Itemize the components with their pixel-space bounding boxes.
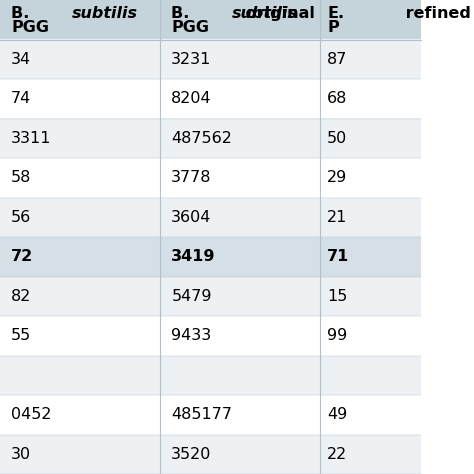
Text: 3604: 3604	[171, 210, 211, 225]
FancyBboxPatch shape	[160, 237, 320, 276]
FancyBboxPatch shape	[0, 316, 160, 356]
Text: 99: 99	[327, 328, 347, 343]
Text: 3520: 3520	[171, 447, 211, 462]
Text: 3419: 3419	[171, 249, 216, 264]
Text: B.: B.	[11, 6, 35, 21]
FancyBboxPatch shape	[0, 158, 160, 198]
FancyBboxPatch shape	[160, 395, 320, 435]
FancyBboxPatch shape	[320, 276, 421, 316]
FancyBboxPatch shape	[320, 158, 421, 198]
FancyBboxPatch shape	[160, 356, 320, 395]
FancyBboxPatch shape	[320, 395, 421, 435]
Text: 22: 22	[327, 447, 347, 462]
Text: PGG: PGG	[11, 20, 49, 35]
FancyBboxPatch shape	[160, 435, 320, 474]
Text: 71: 71	[327, 249, 349, 264]
Text: 485177: 485177	[171, 407, 232, 422]
Text: 21: 21	[327, 210, 347, 225]
Text: 30: 30	[11, 447, 31, 462]
FancyBboxPatch shape	[320, 0, 421, 39]
FancyBboxPatch shape	[320, 316, 421, 356]
Text: 49: 49	[327, 407, 347, 422]
FancyBboxPatch shape	[0, 435, 160, 474]
FancyBboxPatch shape	[160, 39, 320, 79]
Text: 0452: 0452	[11, 407, 52, 422]
Text: E.: E.	[327, 6, 344, 21]
Text: 56: 56	[11, 210, 31, 225]
FancyBboxPatch shape	[320, 79, 421, 118]
FancyBboxPatch shape	[160, 276, 320, 316]
Text: original: original	[240, 6, 315, 21]
Text: 82: 82	[11, 289, 32, 304]
FancyBboxPatch shape	[0, 39, 160, 79]
Text: 3231: 3231	[171, 52, 211, 67]
Text: 58: 58	[11, 170, 32, 185]
FancyBboxPatch shape	[0, 0, 160, 39]
FancyBboxPatch shape	[320, 198, 421, 237]
FancyBboxPatch shape	[160, 79, 320, 118]
FancyBboxPatch shape	[0, 356, 160, 395]
FancyBboxPatch shape	[320, 435, 421, 474]
Text: PGG: PGG	[171, 20, 209, 35]
Text: 3311: 3311	[11, 131, 52, 146]
FancyBboxPatch shape	[320, 237, 421, 276]
FancyBboxPatch shape	[160, 0, 320, 39]
Text: 487562: 487562	[171, 131, 232, 146]
Text: 15: 15	[327, 289, 347, 304]
Text: B.: B.	[171, 6, 195, 21]
FancyBboxPatch shape	[0, 276, 160, 316]
FancyBboxPatch shape	[160, 158, 320, 198]
Text: 3778: 3778	[171, 170, 212, 185]
FancyBboxPatch shape	[160, 316, 320, 356]
Text: refined: refined	[401, 6, 471, 21]
Text: 5479: 5479	[171, 289, 212, 304]
FancyBboxPatch shape	[160, 118, 320, 158]
Text: subtilis: subtilis	[72, 6, 138, 21]
Text: 34: 34	[11, 52, 31, 67]
Text: P: P	[327, 20, 339, 35]
FancyBboxPatch shape	[0, 198, 160, 237]
Text: 29: 29	[327, 170, 347, 185]
FancyBboxPatch shape	[320, 39, 421, 79]
FancyBboxPatch shape	[0, 237, 160, 276]
Text: 9433: 9433	[171, 328, 211, 343]
FancyBboxPatch shape	[0, 79, 160, 118]
Text: subtilis: subtilis	[232, 6, 298, 21]
FancyBboxPatch shape	[160, 198, 320, 237]
Text: 50: 50	[327, 131, 347, 146]
FancyBboxPatch shape	[0, 118, 160, 158]
Text: 72: 72	[11, 249, 34, 264]
FancyBboxPatch shape	[320, 356, 421, 395]
FancyBboxPatch shape	[320, 118, 421, 158]
Text: 87: 87	[327, 52, 347, 67]
Text: 74: 74	[11, 91, 31, 106]
Text: 55: 55	[11, 328, 31, 343]
Text: 68: 68	[327, 91, 347, 106]
FancyBboxPatch shape	[0, 395, 160, 435]
Text: 8204: 8204	[171, 91, 212, 106]
